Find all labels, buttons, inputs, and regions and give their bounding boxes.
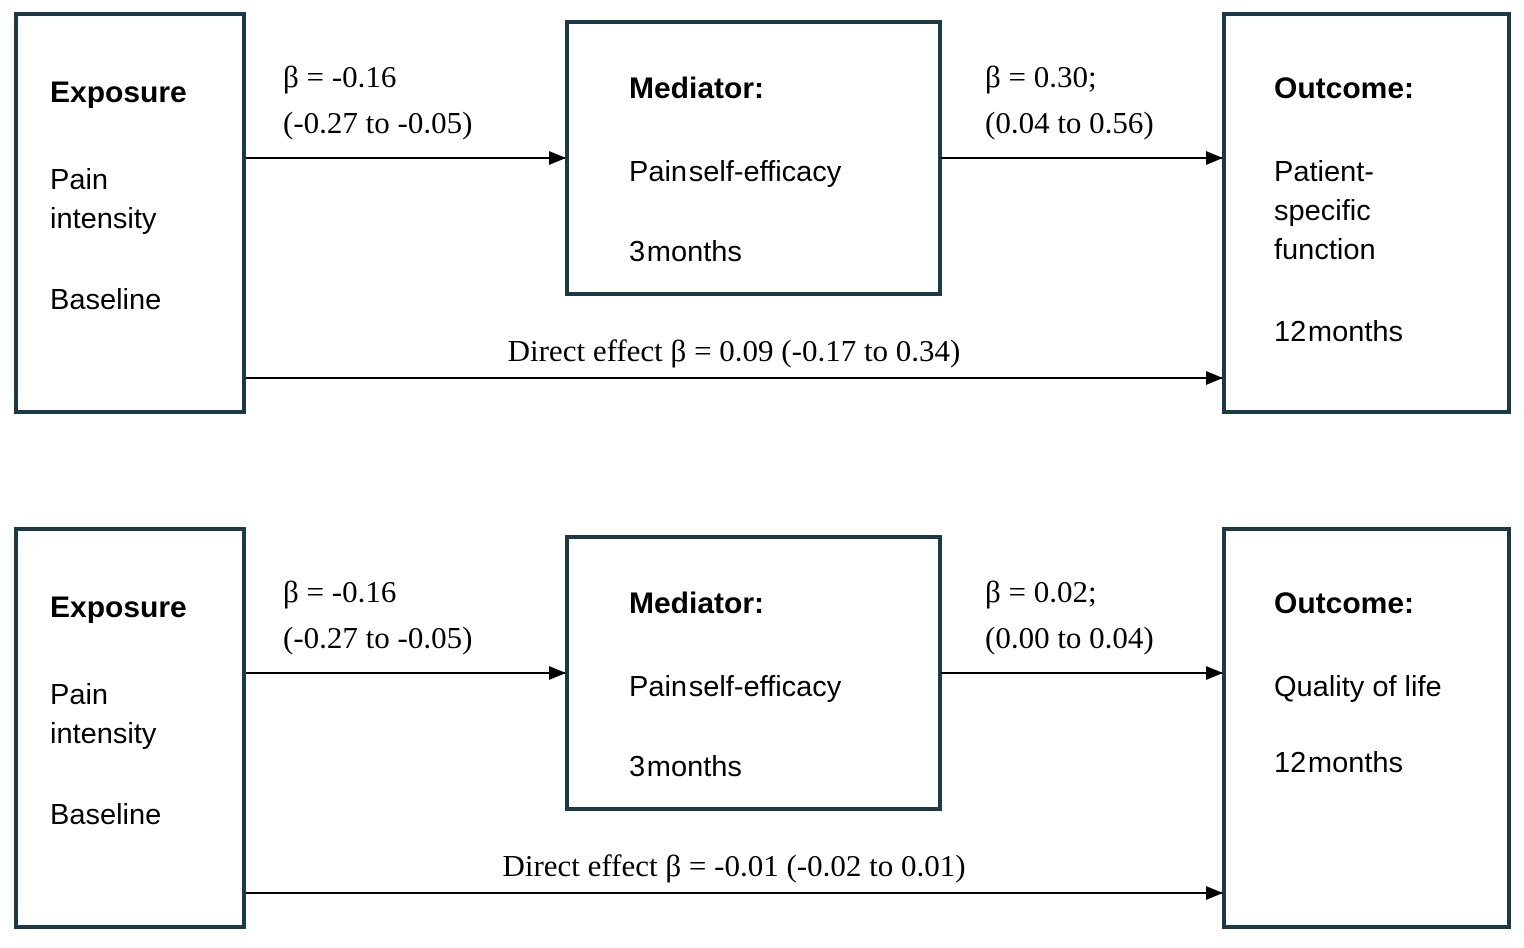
exposure-box: Exposure Pain intensity Baseline — [14, 527, 246, 929]
exposure-label-line: intensity — [50, 203, 157, 235]
direct-effect-label: Direct effect β = -0.01 (-0.02 to 0.01) — [502, 848, 966, 883]
mediator-timepoint: 3 months — [629, 236, 742, 268]
path-b-beta: β = 0.30; — [985, 59, 1097, 94]
path-a-coefficient: β = -0.16 (-0.27 to -0.05) — [283, 54, 472, 146]
path-b-ci: (0.00 to 0.04) — [985, 620, 1154, 655]
mediator-to-outcome-arrow — [941, 666, 1223, 680]
outcome-title: Outcome: — [1274, 587, 1415, 620]
path-a-coefficient: β = -0.16 (-0.27 to -0.05) — [283, 569, 472, 661]
outcome-title: Outcome: — [1274, 72, 1415, 105]
exposure-timepoint: Baseline — [50, 284, 162, 316]
exposure-title: Exposure — [50, 591, 187, 624]
mediator-timepoint: 3 months — [629, 751, 742, 783]
outcome-label-line: Patient- — [1274, 156, 1374, 188]
exposure-title: Exposure — [50, 76, 187, 109]
exposure-box: Exposure Pain intensity Baseline — [14, 12, 246, 414]
path-a-ci: (-0.27 to -0.05) — [283, 620, 473, 655]
outcome-box: Outcome: Quality of life 12 months — [1222, 527, 1511, 929]
mediator-to-outcome-arrow — [941, 151, 1223, 165]
mediator-title: Mediator: — [629, 72, 764, 105]
mediator-label: Pain self-efficacy — [629, 156, 842, 188]
arrowhead-icon — [549, 666, 566, 680]
arrowhead-icon — [1206, 371, 1223, 385]
mediator-label: Pain self-efficacy — [629, 671, 842, 703]
direct-effect-arrow — [246, 886, 1223, 900]
mediator-title: Mediator: — [629, 587, 764, 620]
outcome-label-line: specific — [1274, 195, 1371, 227]
exposure-label-line: Pain — [50, 679, 109, 711]
arrowhead-icon — [1206, 886, 1223, 900]
arrowhead-icon — [549, 151, 566, 165]
exposure-to-mediator-arrow — [246, 666, 566, 680]
outcome-timepoint: 12 months — [1274, 747, 1404, 779]
outcome-box: Outcome: Patient- specific function 12 m… — [1222, 12, 1511, 414]
path-a-beta: β = -0.16 — [283, 59, 397, 94]
arrowhead-icon — [1206, 151, 1223, 165]
arrowhead-icon — [1206, 666, 1223, 680]
outcome-label-line: function — [1274, 234, 1376, 266]
outcome-timepoint: 12 months — [1274, 316, 1404, 348]
path-a-beta: β = -0.16 — [283, 574, 397, 609]
mediator-box: Mediator: Pain self-efficacy 3 months — [565, 535, 942, 811]
path-b-beta: β = 0.02; — [985, 574, 1097, 609]
path-a-ci: (-0.27 to -0.05) — [283, 105, 473, 140]
direct-effect-label: Direct effect β = 0.09 (-0.17 to 0.34) — [507, 333, 961, 368]
mediator-box: Mediator: Pain self-efficacy 3 months — [565, 20, 942, 296]
exposure-timepoint: Baseline — [50, 799, 162, 831]
path-b-coefficient: β = 0.02; (0.00 to 0.04) — [985, 569, 1154, 661]
exposure-to-mediator-arrow — [246, 151, 566, 165]
path-b-coefficient: β = 0.30; (0.04 to 0.56) — [985, 54, 1154, 146]
exposure-label-line: intensity — [50, 718, 157, 750]
exposure-label-line: Pain — [50, 164, 109, 196]
panel-quality-of-life: Exposure Pain intensity Baseline Mediato… — [0, 515, 1524, 948]
direct-effect-arrow — [246, 371, 1223, 385]
path-b-ci: (0.04 to 0.56) — [985, 105, 1154, 140]
panel-patient-specific-function: Exposure Pain intensity Baseline Mediato… — [0, 0, 1524, 433]
outcome-label-line: Quality of life — [1274, 671, 1442, 703]
